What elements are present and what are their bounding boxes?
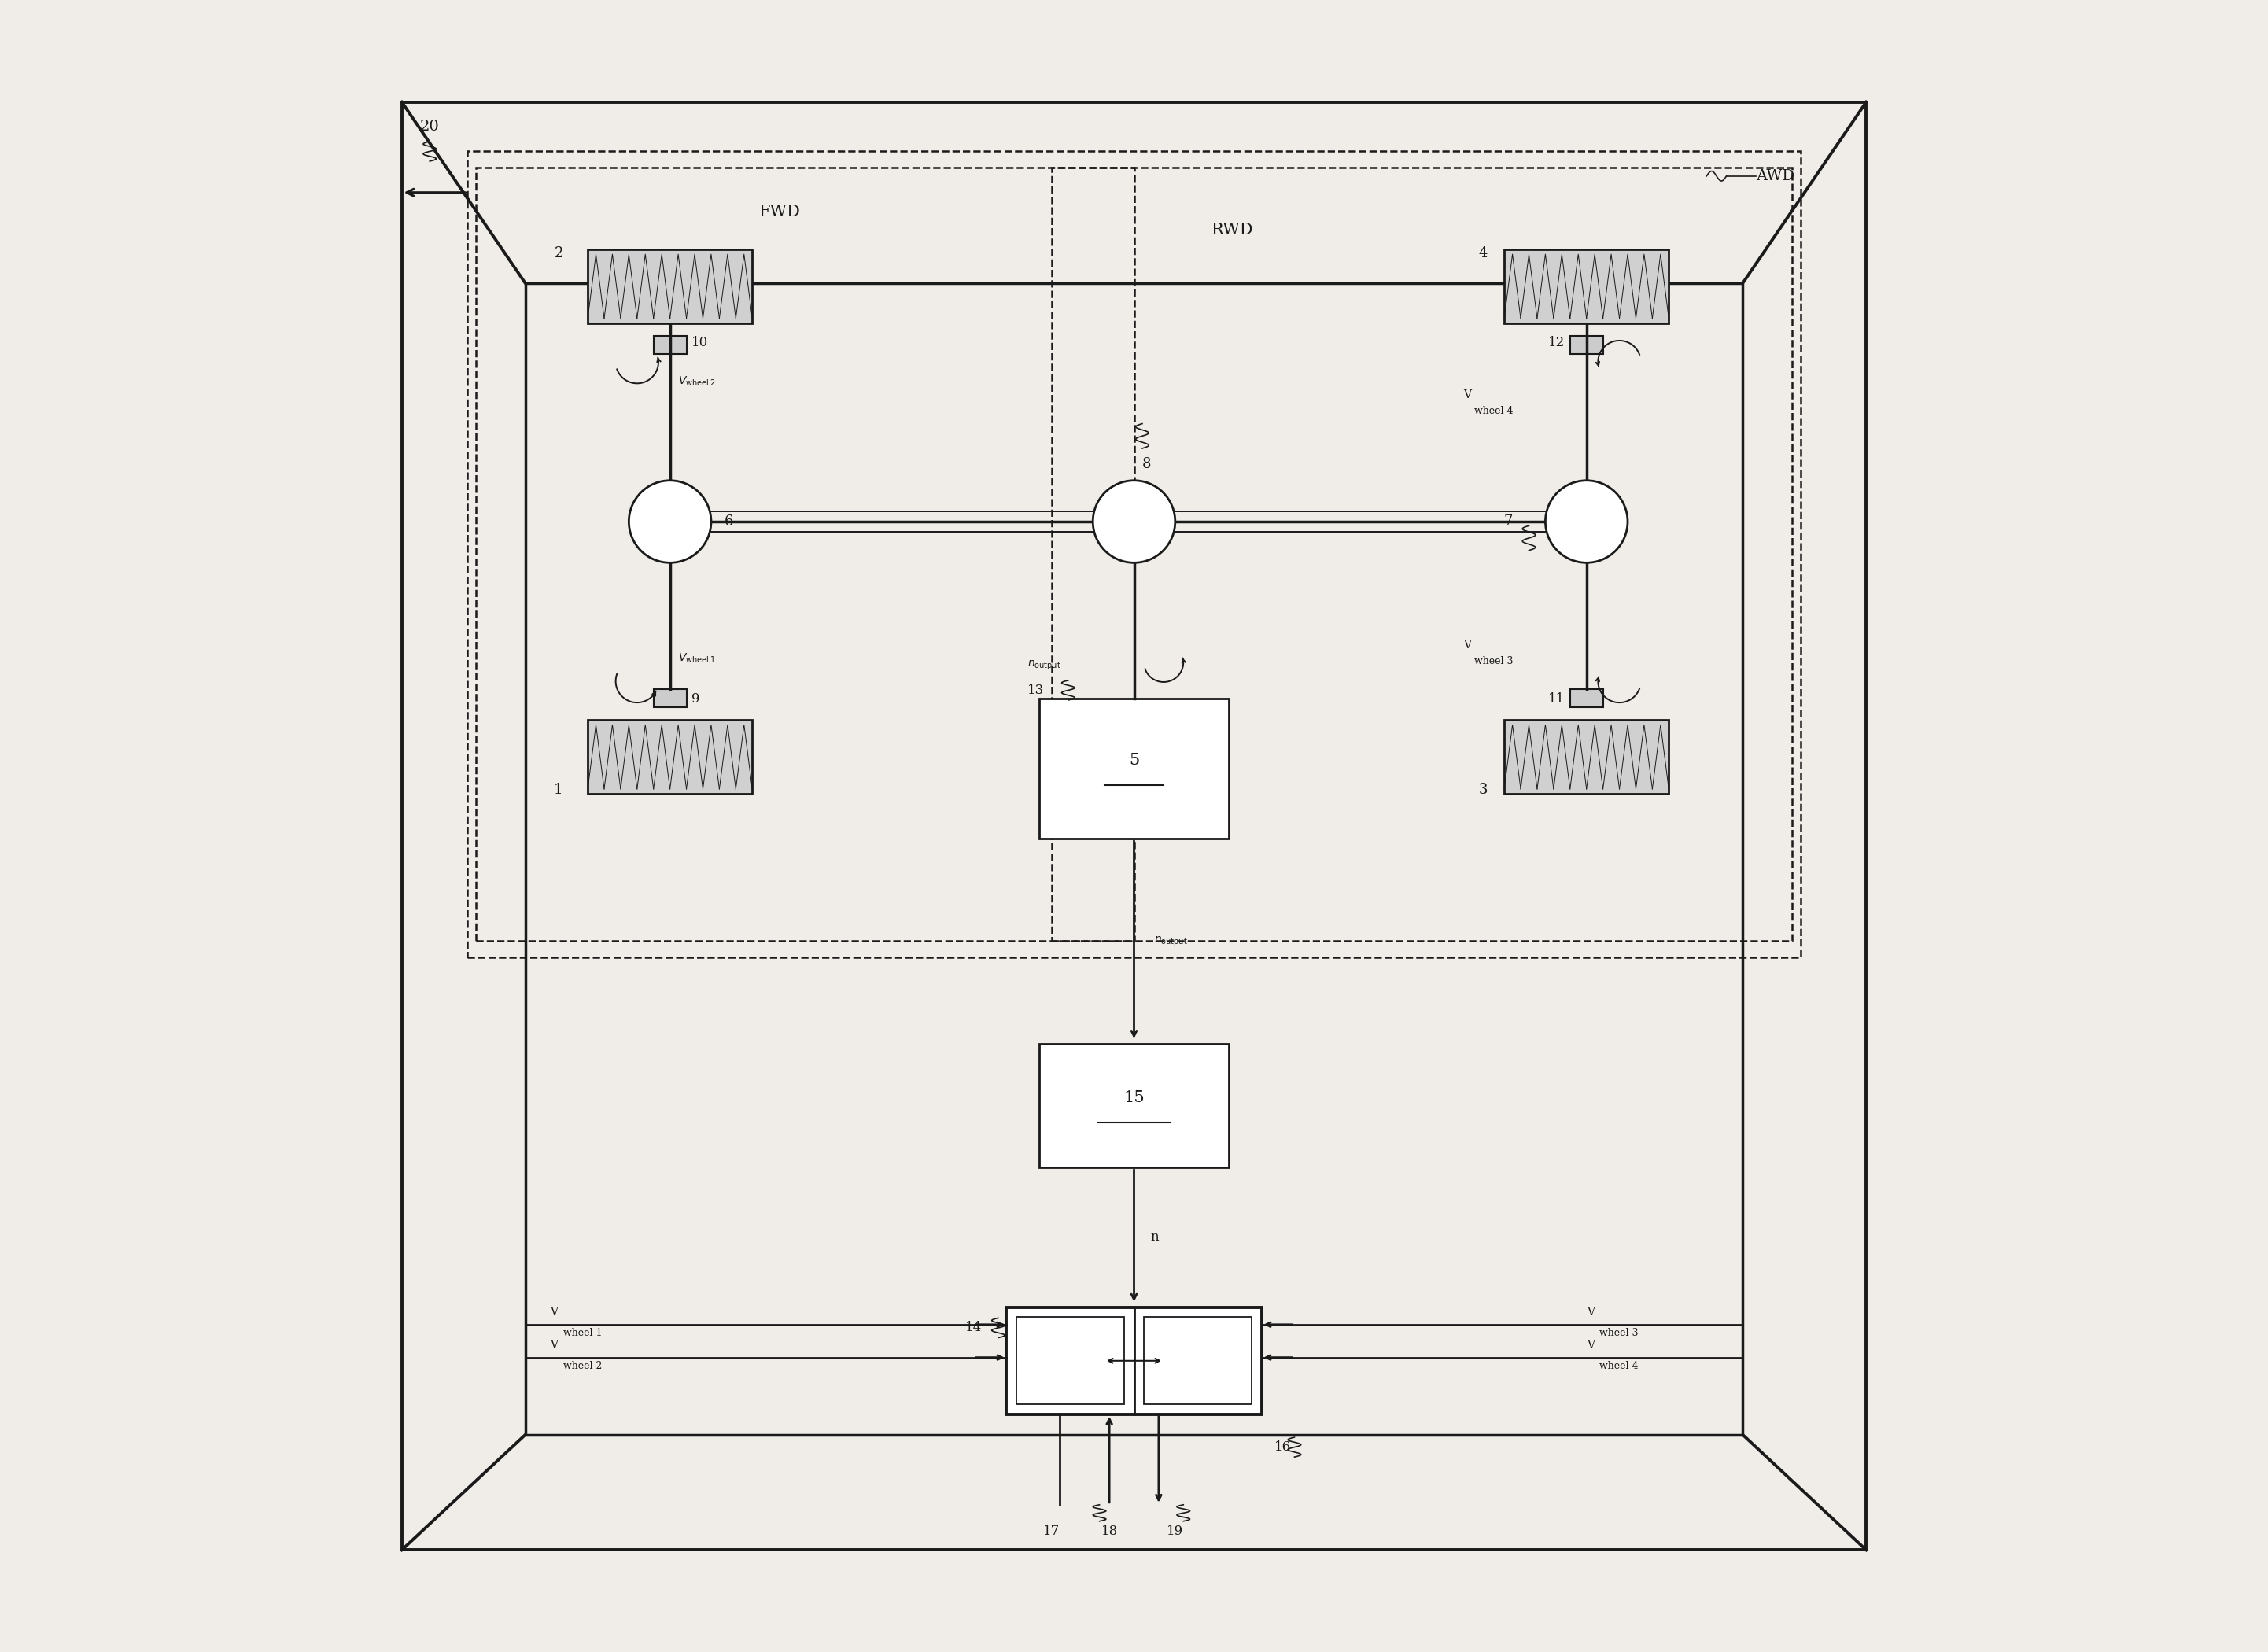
Text: 18: 18	[1100, 1525, 1118, 1538]
Text: V: V	[1588, 1307, 1594, 1318]
Bar	[587, 249, 753, 324]
Text: V: V	[549, 1340, 558, 1351]
Text: V: V	[1588, 1340, 1594, 1351]
Bar	[1016, 1317, 1125, 1404]
Text: 19: 19	[1168, 1525, 1184, 1538]
Circle shape	[1093, 481, 1175, 563]
Text: wheel 4: wheel 4	[1474, 406, 1513, 416]
Text: 16: 16	[1275, 1441, 1290, 1454]
Bar	[1039, 1044, 1229, 1168]
Bar	[1039, 699, 1229, 838]
Bar	[1052, 169, 1792, 942]
Text: 20: 20	[420, 119, 440, 134]
Text: 7: 7	[1504, 514, 1513, 529]
Text: 5: 5	[1129, 753, 1139, 768]
Text: wheel 2: wheel 2	[562, 1361, 601, 1371]
Bar	[1143, 1317, 1252, 1404]
Text: FWD: FWD	[760, 205, 801, 220]
Text: 10: 10	[692, 335, 708, 349]
Bar	[1569, 335, 1603, 354]
Text: 13: 13	[1027, 684, 1043, 697]
Bar	[401, 102, 1867, 1550]
Text: V: V	[1463, 639, 1472, 651]
Bar	[526, 282, 1742, 1436]
Text: n: n	[1150, 1231, 1159, 1244]
Text: 6: 6	[723, 514, 733, 529]
Text: 15: 15	[1123, 1090, 1145, 1105]
Bar	[1504, 249, 1669, 324]
Text: wheel 3: wheel 3	[1599, 1328, 1637, 1338]
Text: AWD: AWD	[1755, 169, 1794, 183]
Bar	[653, 689, 687, 707]
Text: $V_{\rm wheel\;2}$: $V_{\rm wheel\;2}$	[678, 375, 717, 388]
Text: $n_{\rm output}$: $n_{\rm output}$	[1154, 935, 1186, 948]
Bar	[1504, 720, 1669, 795]
Bar	[476, 169, 1134, 942]
Bar	[587, 720, 753, 795]
Text: 14: 14	[966, 1322, 982, 1335]
Text: wheel 1: wheel 1	[562, 1328, 601, 1338]
Bar	[1569, 689, 1603, 707]
Text: wheel 4: wheel 4	[1599, 1361, 1637, 1371]
Text: 2: 2	[553, 246, 562, 261]
Text: 9: 9	[692, 692, 699, 705]
Text: 12: 12	[1549, 335, 1565, 349]
Text: $V_{\rm wheel\;1}$: $V_{\rm wheel\;1}$	[678, 651, 717, 664]
Bar	[653, 335, 687, 354]
Circle shape	[628, 481, 712, 563]
Circle shape	[1545, 481, 1628, 563]
Bar	[1007, 1307, 1261, 1414]
Text: 3: 3	[1479, 783, 1488, 796]
Text: 11: 11	[1549, 692, 1565, 705]
Text: 8: 8	[1143, 458, 1152, 471]
Text: V: V	[1463, 390, 1472, 400]
Text: 4: 4	[1479, 246, 1488, 261]
Text: wheel 3: wheel 3	[1474, 656, 1513, 666]
Text: 1: 1	[553, 783, 562, 796]
Text: $n_{\rm output}$: $n_{\rm output}$	[1027, 659, 1061, 672]
Text: V: V	[549, 1307, 558, 1318]
Text: 17: 17	[1043, 1525, 1059, 1538]
Text: RWD: RWD	[1211, 223, 1254, 238]
Bar	[467, 152, 1801, 958]
